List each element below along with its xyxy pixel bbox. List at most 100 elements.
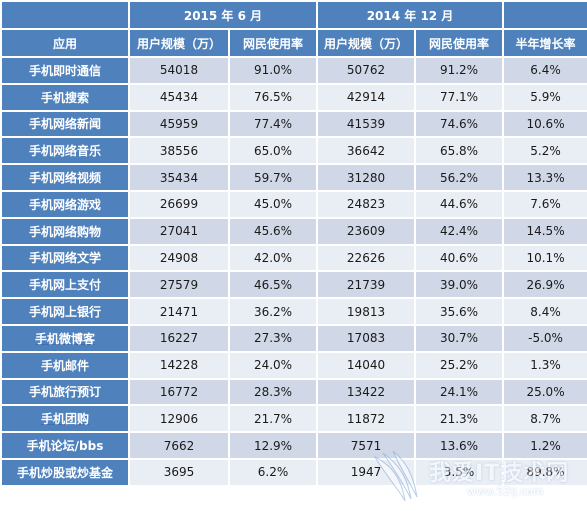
- table-row: 手机搜索 45434 76.5% 42914 77.1% 5.9%: [0, 82, 587, 112]
- growth-cell: -5.0%: [502, 323, 587, 353]
- rate-2014-cell: 21.3%: [414, 404, 505, 434]
- rate-2014-cell: 42.4%: [414, 216, 505, 246]
- table-row: 手机网络视频 35434 59.7% 31280 56.2% 13.3%: [0, 163, 587, 192]
- rate-2015-cell: 42.0%: [227, 243, 319, 273]
- growth-cell: 13.3%: [502, 163, 587, 192]
- users-2015-cell: 54018: [128, 56, 230, 85]
- table-row: 手机网络音乐 38556 65.0% 36642 65.8% 5.2%: [0, 136, 587, 166]
- group-header-row: 2015 年 6 月 2014 年 12 月: [0, 0, 587, 30]
- users-2014-cell: 21739: [316, 270, 417, 300]
- users-2014-cell: 23609: [316, 216, 417, 246]
- users-2014-cell: 42914: [316, 82, 417, 112]
- app-name-cell: 手机邮件: [0, 350, 130, 380]
- table-row: 手机网络新闻 45959 77.4% 41539 74.6% 10.6%: [0, 109, 587, 139]
- app-name-cell: 手机旅行预订: [0, 377, 130, 407]
- table-row: 手机炒股或炒基金 3695 6.2% 1947 3.5% 89.8%: [0, 457, 587, 487]
- rate-2014-cell: 40.6%: [414, 243, 505, 273]
- group-header-blank: [502, 0, 587, 30]
- rate-2015-cell: 76.5%: [227, 82, 319, 112]
- rate-2015-cell: 12.9%: [227, 431, 319, 460]
- users-2015-cell: 26699: [128, 189, 230, 219]
- users-2014-cell: 31280: [316, 163, 417, 192]
- growth-cell: 10.6%: [502, 109, 587, 139]
- users-2015-cell: 16227: [128, 323, 230, 353]
- growth-cell: 6.4%: [502, 56, 587, 85]
- rate-2015-cell: 24.0%: [227, 350, 319, 380]
- table-row: 手机论坛/bbs 7662 12.9% 7571 13.6% 1.2%: [0, 431, 587, 460]
- table-row: 手机即时通信 54018 91.0% 50762 91.2% 6.4%: [0, 56, 587, 85]
- table-row: 手机微博客 16227 27.3% 17083 30.7% -5.0%: [0, 323, 587, 353]
- column-header-growth: 半年增长率: [502, 28, 587, 58]
- growth-cell: 8.7%: [502, 404, 587, 434]
- rate-2014-cell: 13.6%: [414, 431, 505, 460]
- rate-2014-cell: 56.2%: [414, 163, 505, 192]
- users-2014-cell: 13422: [316, 377, 417, 407]
- users-2014-cell: 36642: [316, 136, 417, 166]
- table-row: 手机旅行预订 16772 28.3% 13422 24.1% 25.0%: [0, 377, 587, 407]
- column-header-rate-2014: 网民使用率: [414, 28, 505, 58]
- users-2014-cell: 17083: [316, 323, 417, 353]
- app-name-cell: 手机网络游戏: [0, 189, 130, 219]
- column-header-app: 应用: [0, 28, 130, 58]
- app-name-cell: 手机论坛/bbs: [0, 431, 130, 460]
- rate-2015-cell: 45.6%: [227, 216, 319, 246]
- app-name-cell: 手机炒股或炒基金: [0, 457, 130, 487]
- growth-cell: 5.2%: [502, 136, 587, 166]
- column-header-row: 应用 用户规模（万） 网民使用率 用户规模（万） 网民使用率 半年增长率: [0, 28, 587, 58]
- app-name-cell: 手机网络文学: [0, 243, 130, 273]
- app-name-cell: 手机网上银行: [0, 297, 130, 326]
- rate-2014-cell: 77.1%: [414, 82, 505, 112]
- table-row: 手机网络文学 24908 42.0% 22626 40.6% 10.1%: [0, 243, 587, 273]
- rate-2015-cell: 36.2%: [227, 297, 319, 326]
- rate-2015-cell: 65.0%: [227, 136, 319, 166]
- app-name-cell: 手机网络新闻: [0, 109, 130, 139]
- table-row: 手机网上银行 21471 36.2% 19813 35.6% 8.4%: [0, 297, 587, 326]
- watermark-url: www.52ij.com: [467, 485, 544, 498]
- growth-cell: 26.9%: [502, 270, 587, 300]
- users-2015-cell: 16772: [128, 377, 230, 407]
- table-row: 手机团购 12906 21.7% 11872 21.3% 8.7%: [0, 404, 587, 434]
- rate-2014-cell: 39.0%: [414, 270, 505, 300]
- users-2015-cell: 38556: [128, 136, 230, 166]
- users-2014-cell: 1947: [316, 457, 417, 487]
- app-name-cell: 手机网络音乐: [0, 136, 130, 166]
- corner-cell: [0, 0, 130, 30]
- app-name-cell: 手机即时通信: [0, 56, 130, 85]
- rate-2015-cell: 45.0%: [227, 189, 319, 219]
- users-2015-cell: 3695: [128, 457, 230, 487]
- growth-cell: 1.3%: [502, 350, 587, 380]
- users-2015-cell: 27041: [128, 216, 230, 246]
- app-name-cell: 手机团购: [0, 404, 130, 434]
- users-2014-cell: 14040: [316, 350, 417, 380]
- rate-2015-cell: 27.3%: [227, 323, 319, 353]
- users-2015-cell: 45959: [128, 109, 230, 139]
- rate-2015-cell: 6.2%: [227, 457, 319, 487]
- rate-2015-cell: 28.3%: [227, 377, 319, 407]
- table-row: 手机网络购物 27041 45.6% 23609 42.4% 14.5%: [0, 216, 587, 246]
- users-2014-cell: 11872: [316, 404, 417, 434]
- data-table: 2015 年 6 月 2014 年 12 月 应用 用户规模（万） 网民使用率 …: [0, 0, 587, 487]
- growth-cell: 89.8%: [502, 457, 587, 487]
- users-2015-cell: 7662: [128, 431, 230, 460]
- rate-2014-cell: 65.8%: [414, 136, 505, 166]
- users-2015-cell: 35434: [128, 163, 230, 192]
- app-name-cell: 手机网上支付: [0, 270, 130, 300]
- users-2014-cell: 7571: [316, 431, 417, 460]
- group-header-2014: 2014 年 12 月: [316, 0, 505, 30]
- growth-cell: 25.0%: [502, 377, 587, 407]
- app-name-cell: 手机微博客: [0, 323, 130, 353]
- column-header-users-2015: 用户规模（万）: [128, 28, 230, 58]
- table-row: 手机网络游戏 26699 45.0% 24823 44.6% 7.6%: [0, 189, 587, 219]
- users-2015-cell: 14228: [128, 350, 230, 380]
- column-header-users-2014: 用户规模（万）: [316, 28, 417, 58]
- growth-cell: 10.1%: [502, 243, 587, 273]
- growth-cell: 8.4%: [502, 297, 587, 326]
- rate-2014-cell: 24.1%: [414, 377, 505, 407]
- rate-2014-cell: 44.6%: [414, 189, 505, 219]
- growth-cell: 5.9%: [502, 82, 587, 112]
- growth-cell: 7.6%: [502, 189, 587, 219]
- app-name-cell: 手机搜索: [0, 82, 130, 112]
- app-name-cell: 手机网络视频: [0, 163, 130, 192]
- table-row: 手机邮件 14228 24.0% 14040 25.2% 1.3%: [0, 350, 587, 380]
- rate-2014-cell: 25.2%: [414, 350, 505, 380]
